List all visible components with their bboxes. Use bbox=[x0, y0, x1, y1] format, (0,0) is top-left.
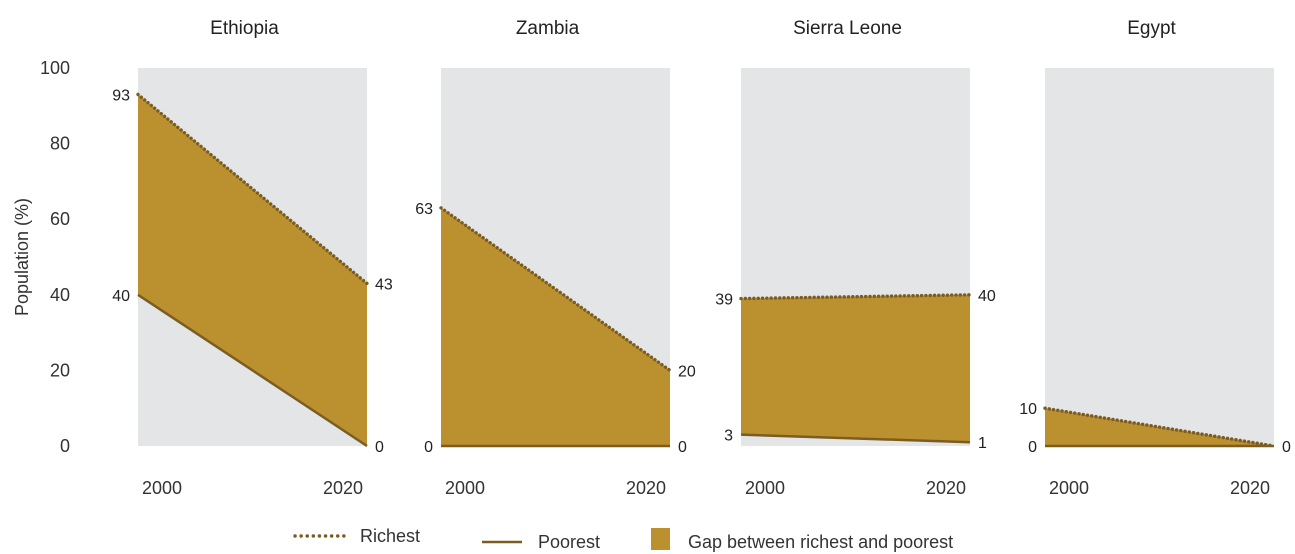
richest-line bbox=[439, 206, 672, 373]
value-label-poorest-end: 1 bbox=[978, 435, 987, 452]
poorest-line bbox=[740, 433, 971, 444]
x-tick-label-2000: 2000 bbox=[1049, 478, 1089, 498]
gap-area bbox=[741, 294, 970, 443]
panels-layer: Ethiopia 93 40 43 0 2000 2020 Zambia 63 0 20 0 2000 2… bbox=[112, 18, 1291, 498]
panel-background bbox=[1045, 68, 1274, 446]
legend: Richest Poorest Gap between richest and po… bbox=[293, 526, 953, 552]
value-label-poorest-end: 0 bbox=[375, 439, 384, 456]
value-label-poorest-start: 3 bbox=[724, 428, 733, 445]
y-tick-label-0: 0 bbox=[60, 436, 70, 456]
value-label-richest-start: 93 bbox=[112, 87, 130, 104]
y-tick-label-80: 80 bbox=[50, 134, 70, 154]
value-label-richest-start: 39 bbox=[715, 292, 733, 309]
x-tick-label-2020: 2020 bbox=[926, 478, 966, 498]
x-tick-label-2000: 2000 bbox=[745, 478, 785, 498]
y-axis: Population (%) 0 20 40 60 80 100 bbox=[12, 58, 70, 456]
legend-item-poorest: Poorest bbox=[482, 532, 600, 552]
value-label-poorest-start: 0 bbox=[1028, 439, 1037, 456]
value-label-richest-start: 63 bbox=[415, 201, 433, 218]
value-label-richest-end: 20 bbox=[678, 363, 696, 380]
value-label-richest-start: 10 bbox=[1019, 401, 1037, 418]
legend-label-poorest: Poorest bbox=[538, 532, 600, 552]
value-label-richest-end: 40 bbox=[978, 288, 996, 305]
legend-label-gap: Gap between richest and poorest bbox=[688, 532, 953, 552]
legend-item-richest: Richest bbox=[293, 526, 420, 546]
x-tick-label-2020: 2020 bbox=[323, 478, 363, 498]
panel-egypt: Egypt 10 0 0 2000 2020 bbox=[1019, 18, 1291, 498]
richest-line bbox=[739, 293, 972, 301]
legend-item-gap: Gap between richest and poorest bbox=[651, 528, 953, 552]
y-tick-label-100: 100 bbox=[40, 58, 70, 78]
value-label-poorest-end: 0 bbox=[678, 439, 687, 456]
richest-line bbox=[1043, 406, 1276, 448]
gap-area bbox=[441, 207, 670, 446]
poorest-line bbox=[137, 293, 368, 448]
panel-ethiopia: Ethiopia 93 40 43 0 2000 2020 bbox=[112, 18, 393, 498]
value-label-poorest-end: 0 bbox=[1282, 439, 1291, 456]
gap-area bbox=[138, 94, 367, 447]
y-axis-title: Population (%) bbox=[12, 198, 32, 316]
panel-zambia: Zambia 63 0 20 0 2000 2020 bbox=[415, 18, 696, 498]
panel-title: Ethiopia bbox=[210, 18, 279, 39]
y-tick-label-60: 60 bbox=[50, 209, 70, 229]
value-label-richest-end: 43 bbox=[375, 276, 393, 293]
x-tick-label-2000: 2000 bbox=[142, 478, 182, 498]
value-label-poorest-start: 0 bbox=[424, 439, 433, 456]
panel-title: Zambia bbox=[516, 18, 580, 39]
x-tick-label-2020: 2020 bbox=[1230, 478, 1270, 498]
panel-title: Sierra Leone bbox=[793, 18, 902, 39]
y-tick-label-40: 40 bbox=[50, 285, 70, 305]
panel-title: Egypt bbox=[1127, 18, 1176, 39]
x-tick-label-2020: 2020 bbox=[626, 478, 666, 498]
legend-swatch-gap bbox=[651, 528, 670, 550]
value-label-poorest-start: 40 bbox=[112, 288, 130, 305]
y-tick-label-20: 20 bbox=[50, 360, 70, 380]
legend-label-richest: Richest bbox=[360, 526, 420, 546]
panel-sierra-leone: Sierra Leone 39 3 40 1 2000 2020 bbox=[715, 18, 996, 498]
x-tick-label-2000: 2000 bbox=[445, 478, 485, 498]
